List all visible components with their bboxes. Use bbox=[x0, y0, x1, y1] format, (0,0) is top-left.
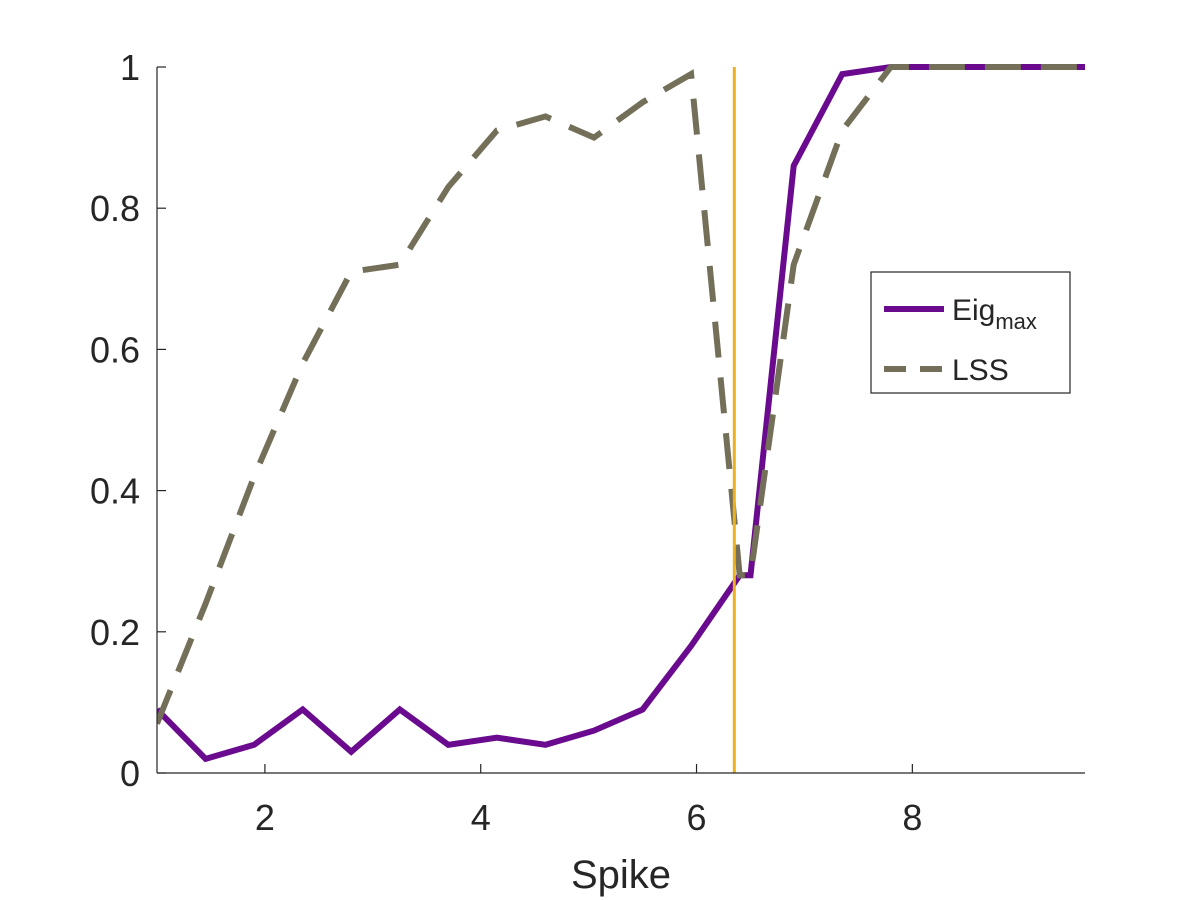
x-tick-label: 8 bbox=[902, 797, 922, 838]
legend-label-eigmax-sub: max bbox=[995, 309, 1037, 334]
y-tick-label: 1 bbox=[120, 47, 140, 88]
legend: Eigmax LSS bbox=[870, 271, 1071, 394]
legend-label-eigmax-base: Eig bbox=[952, 294, 995, 327]
series-line-lss bbox=[157, 64, 1085, 725]
y-tick-label: 0.6 bbox=[90, 329, 140, 370]
y-tick-label: 0.8 bbox=[90, 188, 140, 229]
plot-area bbox=[157, 64, 1085, 773]
y-tick-label: 0.4 bbox=[90, 471, 140, 512]
legend-box bbox=[870, 271, 1071, 394]
x-tick-labels: 2 4 6 8 bbox=[255, 797, 922, 838]
x-tick-label: 4 bbox=[471, 797, 491, 838]
y-tick-labels: 0 0.2 0.4 0.6 0.8 1 bbox=[90, 47, 140, 794]
legend-label-lss: LSS bbox=[952, 354, 1009, 387]
series-line-eigmax bbox=[157, 64, 1085, 763]
x-tick-label: 6 bbox=[687, 797, 707, 838]
x-tick-label: 2 bbox=[255, 797, 275, 838]
legend-label-eigmax: Eigmax bbox=[952, 294, 1037, 334]
x-axis-label: Spike bbox=[571, 853, 671, 897]
y-tick-label: 0.2 bbox=[90, 612, 140, 653]
y-tick-label: 0 bbox=[120, 753, 140, 794]
axes bbox=[156, 66, 1085, 774]
